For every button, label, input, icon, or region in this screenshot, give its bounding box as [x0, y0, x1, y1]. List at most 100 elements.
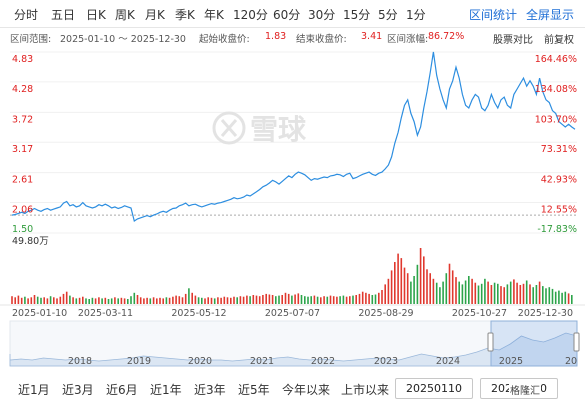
volume-bar — [59, 296, 62, 304]
range-since-listing-button[interactable]: 上市以来 — [341, 383, 390, 397]
end-close-value: 3.41 — [361, 31, 383, 42]
volume-bar — [210, 297, 213, 304]
volume-bar — [223, 296, 226, 304]
price-line-layer — [11, 51, 576, 222]
interval-stats-button[interactable]: 区间统计 — [469, 8, 518, 22]
volume-bar — [304, 296, 306, 304]
volume-bar — [287, 293, 290, 304]
volume-bar — [278, 295, 280, 304]
volume-bar — [252, 295, 255, 304]
volume-bar — [429, 273, 431, 304]
y-tick-label-left: 2.06 — [12, 205, 33, 216]
volume-bar — [336, 296, 338, 304]
range-3m-button[interactable]: 近3月 — [62, 383, 94, 397]
navigator-year-label: 2022 — [311, 356, 335, 367]
start-date-input[interactable] — [395, 378, 473, 399]
volume-bar — [110, 298, 113, 304]
tab-30min[interactable]: 30分 — [308, 8, 336, 22]
tab-daily-k[interactable]: 日K — [86, 8, 106, 22]
stock-compare-button[interactable]: 股票对比 — [493, 35, 533, 46]
interval-change-label: 区间涨幅: — [387, 34, 429, 45]
volume-bar — [226, 297, 229, 304]
stock-chart[interactable]: 雪球 4.83 164.46% 4.28 134.08% 3.72 103.70% 3.17… — [0, 44, 585, 374]
volume-bar — [548, 287, 551, 304]
volume-bar — [519, 285, 522, 304]
volume-bar — [49, 296, 52, 304]
tab-quarterly-k[interactable]: 季K — [175, 8, 195, 22]
volume-bar — [355, 295, 357, 304]
volume-bar — [268, 294, 271, 304]
tab-5min[interactable]: 5分 — [378, 8, 398, 22]
navigator-year-label: 2018 — [68, 356, 92, 367]
range-ytd-button[interactable]: 今年以来 — [282, 383, 331, 397]
volume-bar — [40, 297, 42, 304]
volume-bar — [284, 292, 287, 304]
navigator-history-area — [9, 332, 578, 367]
y-tick-label-left: 1.50 — [12, 224, 33, 235]
range-navigator[interactable]: 2018 2019 2020 2021 2022 2023 2024 2025 20 — [9, 320, 580, 367]
volume-bar — [525, 280, 528, 304]
volume-bar — [156, 298, 158, 304]
volume-bar — [239, 296, 242, 304]
tab-60min[interactable]: 60分 — [273, 8, 301, 22]
tab-yearly-k[interactable]: 年K — [204, 8, 224, 22]
volume-bar — [564, 291, 567, 304]
navigator-year-label: 2021 — [250, 356, 274, 367]
navigator-year-label: 20 — [565, 356, 577, 367]
volume-bar — [387, 278, 390, 304]
range-6m-button[interactable]: 近6月 — [106, 383, 138, 397]
range-5y-button[interactable]: 近5年 — [238, 383, 270, 397]
volume-bar — [493, 282, 496, 304]
y-tick-label-right: 42.93% — [541, 175, 577, 186]
navigator-year-label: 2024 — [436, 356, 460, 367]
volume-bar — [471, 278, 473, 304]
volume-bar — [406, 273, 409, 304]
range-1m-button[interactable]: 近1月 — [18, 383, 50, 397]
volume-bar — [532, 287, 534, 304]
tab-15min[interactable]: 15分 — [343, 8, 371, 22]
volume-bar — [46, 298, 49, 304]
volume-bar — [168, 297, 171, 304]
adjust-mode-button[interactable]: 前复权 — [544, 35, 574, 46]
volume-bar — [230, 297, 232, 304]
volume-bar — [313, 295, 316, 304]
volume-bar — [326, 296, 329, 304]
volume-bar — [455, 277, 457, 304]
volume-bar — [120, 297, 123, 304]
fullscreen-button[interactable]: 全屏显示 — [526, 8, 575, 22]
tab-1min[interactable]: 1分 — [406, 8, 426, 22]
tab-five-day[interactable]: 五日 — [51, 8, 76, 22]
volume-bar — [11, 296, 13, 304]
watermark-text: 雪球 — [250, 113, 307, 146]
volume-bar — [201, 297, 203, 304]
volume-bar — [538, 281, 541, 304]
volume-bar — [24, 296, 26, 304]
volume-bar — [506, 284, 509, 304]
range-3y-button[interactable]: 近3年 — [194, 383, 226, 397]
tab-intraday[interactable]: 分时 — [14, 8, 39, 22]
y-tick-label-right: -17.83% — [537, 224, 577, 235]
volume-bar — [53, 297, 55, 304]
range-1y-button[interactable]: 近1年 — [150, 383, 182, 397]
volume-bar — [394, 262, 396, 304]
period-tabbar: 分时 五日 日K 周K 月K 季K 年K 120分 60分 30分 15分 5分… — [0, 0, 585, 28]
volume-bar — [249, 296, 251, 304]
tab-monthly-k[interactable]: 月K — [145, 8, 165, 22]
volume-max-label: 49.80万 — [12, 236, 49, 247]
volume-bar — [509, 281, 512, 304]
volume-bar — [448, 263, 451, 304]
volume-bar — [271, 295, 274, 304]
volume-bar — [258, 296, 261, 304]
tab-weekly-k[interactable]: 周K — [115, 8, 135, 22]
tab-120min[interactable]: 120分 — [233, 8, 268, 22]
volume-bar — [413, 276, 415, 304]
volume-bar — [123, 298, 126, 304]
volume-bar — [133, 292, 136, 304]
x-tick-label: 2025-12-30 — [518, 308, 573, 319]
volume-bar — [62, 293, 65, 304]
volume-bar — [82, 296, 84, 304]
navigator-right-handle — [573, 332, 580, 352]
volume-bar — [14, 297, 16, 304]
volume-bar — [194, 295, 197, 304]
volume-bar — [17, 295, 20, 304]
